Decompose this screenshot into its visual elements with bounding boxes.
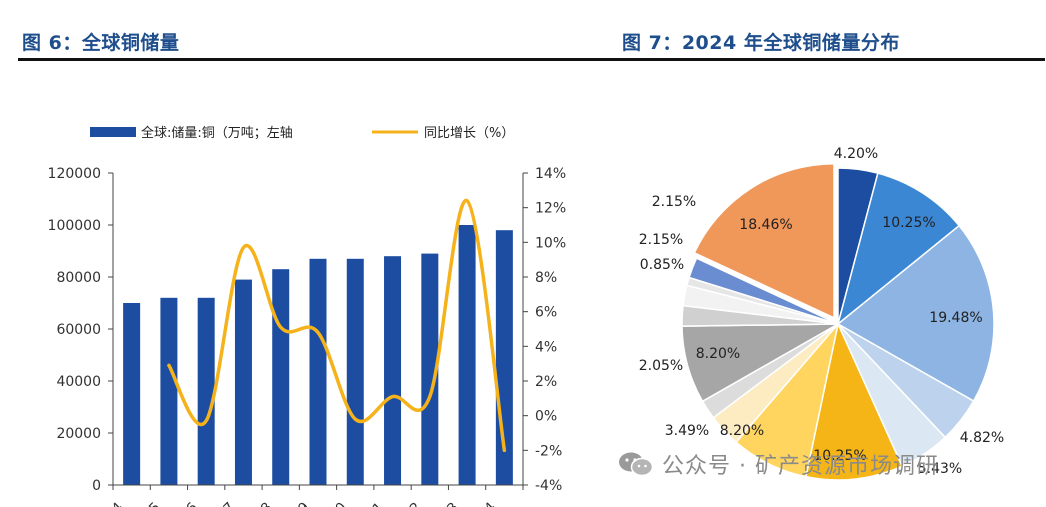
pie-label-9: 2.05% bbox=[639, 358, 683, 374]
x-tick-label: 17 bbox=[214, 500, 238, 507]
y-right-tick-label: 14% bbox=[535, 166, 566, 182]
legend-swatch-bar bbox=[90, 127, 136, 137]
y-right-tick-label: 4% bbox=[535, 339, 557, 355]
pie-label-10: 8.20% bbox=[696, 346, 740, 362]
x-tick-label: 15 bbox=[140, 500, 164, 507]
bar-2014 bbox=[123, 303, 141, 485]
pie-label-15: 18.46% bbox=[739, 217, 792, 233]
y-right-tick-label: 8% bbox=[535, 270, 557, 286]
y-left-tick-label: 60000 bbox=[56, 322, 101, 338]
pie-label-1: 4.20% bbox=[834, 146, 878, 162]
y-left-tick-label: 0 bbox=[92, 478, 101, 494]
bar-2023 bbox=[458, 225, 476, 485]
pie-label-3: 19.48% bbox=[929, 310, 982, 326]
pie-slice-14 bbox=[688, 257, 839, 325]
bar-2022 bbox=[421, 253, 439, 485]
pie-label-6: 10.25% bbox=[813, 448, 866, 464]
x-tick-label: 18 bbox=[252, 500, 276, 507]
legend-label-bar: 全球:储量:铜（万吨；左轴 bbox=[141, 125, 293, 141]
figure-7-title: 图 7：2024 年全球铜储量分布 bbox=[622, 32, 900, 54]
y-right-tick-label: 0% bbox=[535, 409, 557, 425]
pie-slice-3 bbox=[836, 224, 995, 403]
bar-2021 bbox=[384, 256, 402, 485]
bar-2020 bbox=[346, 258, 364, 485]
y-right-tick-label: 10% bbox=[535, 235, 566, 251]
pie-slice-2 bbox=[836, 172, 961, 327]
y-left-tick-label: 20000 bbox=[56, 426, 101, 442]
x-tick-label: 19 bbox=[289, 500, 313, 507]
bar-2019 bbox=[309, 258, 327, 485]
growth-rate-line bbox=[167, 198, 507, 453]
x-tick-label: 14 bbox=[103, 499, 127, 507]
x-tick-label: 16 bbox=[177, 499, 201, 507]
x-tick-label: 22 bbox=[401, 500, 425, 507]
figure-6-title: 图 6：全球铜储量 bbox=[22, 32, 180, 54]
y-left-tick-label: 80000 bbox=[56, 270, 101, 286]
copper-reserves-bar-line-chart: 全球:储量:铜（万吨；左轴 同比增长（%） 0 20000 40000 60000 8000… bbox=[48, 125, 567, 507]
pie-label-8: 3.49% bbox=[665, 423, 709, 439]
bar-2016 bbox=[197, 297, 215, 485]
pie-label-4: 4.82% bbox=[960, 430, 1004, 446]
x-tick-label: 23 bbox=[438, 500, 462, 507]
x-tick-label: 24 bbox=[475, 499, 499, 507]
y-right-tick-label: 2% bbox=[535, 374, 557, 390]
watermark-text: 公众号 · 矿产资源市场调研 bbox=[662, 454, 939, 479]
y-left-tick-label: 40000 bbox=[56, 374, 101, 390]
title-divider bbox=[18, 58, 1045, 61]
wechat-watermark: 公众号 · 矿产资源市场调研 bbox=[618, 448, 939, 480]
pie-label-5: 5.43% bbox=[918, 461, 962, 477]
y-right-tick-label: -4% bbox=[535, 478, 562, 494]
pie-label-12: 2.15% bbox=[639, 232, 683, 248]
x-tick-label: 20 bbox=[326, 500, 350, 507]
pie-label-2: 10.25% bbox=[882, 215, 935, 231]
pie-label-13: 0.85% bbox=[640, 257, 684, 273]
pie-label-11: 2.15% bbox=[652, 194, 696, 210]
x-tick-label: 21 bbox=[363, 500, 387, 507]
legend-label-line: 同比增长（%） bbox=[424, 126, 514, 141]
bar-2015 bbox=[160, 297, 178, 485]
wechat-icon bbox=[618, 451, 654, 477]
y-right-tick-label: 12% bbox=[535, 201, 566, 217]
y-left-tick-label: 100000 bbox=[48, 218, 101, 234]
y-right-tick-label: 6% bbox=[535, 305, 557, 321]
y-left-tick-label: 120000 bbox=[48, 166, 101, 182]
pie-slice-outline bbox=[691, 161, 837, 322]
pie-label-7: 8.20% bbox=[720, 423, 764, 439]
bar-2017 bbox=[234, 279, 252, 485]
y-right-tick-label: -2% bbox=[535, 443, 562, 459]
